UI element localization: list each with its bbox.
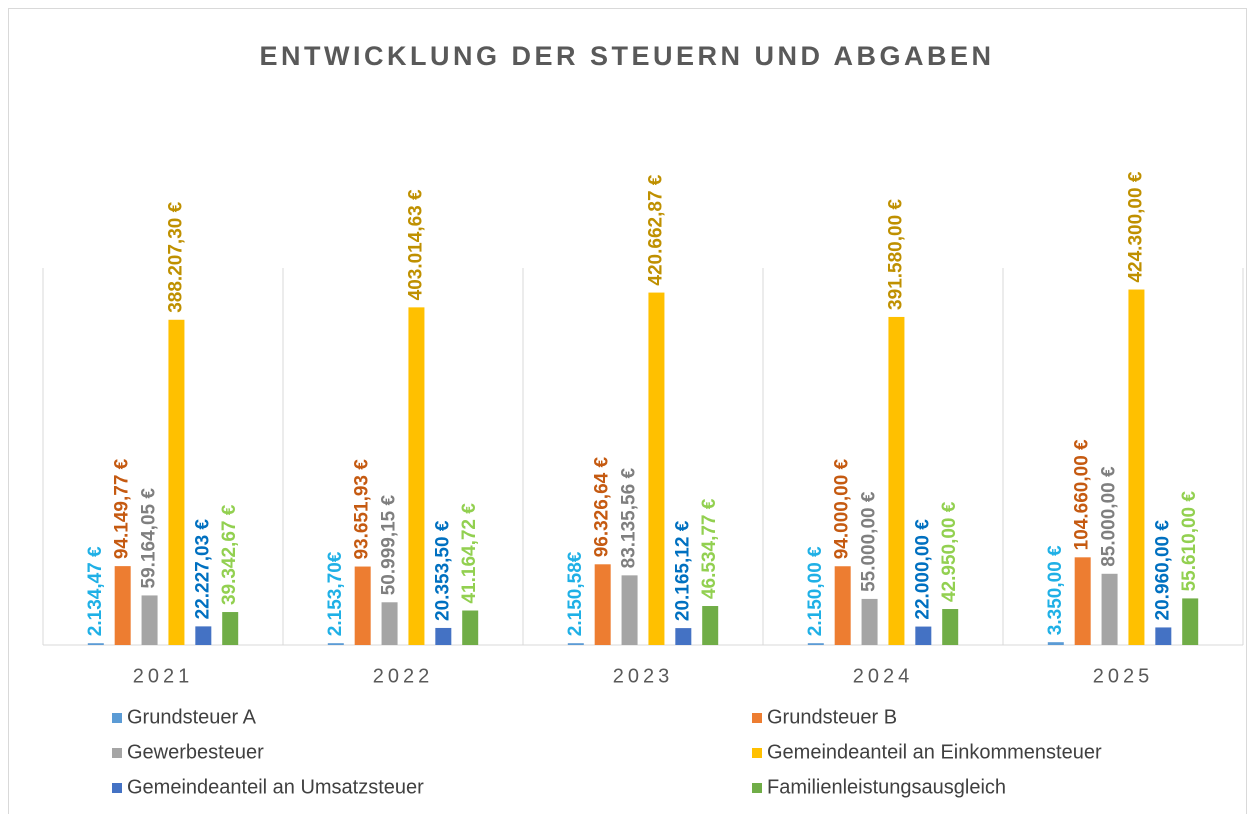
x-tick-label: 2023 bbox=[613, 665, 674, 687]
bar bbox=[1101, 573, 1118, 645]
bar bbox=[648, 292, 665, 645]
bar bbox=[462, 610, 479, 645]
bar bbox=[408, 307, 425, 645]
bar bbox=[1047, 642, 1064, 645]
legend-label: Grundsteuer A bbox=[127, 706, 257, 728]
x-tick-label: 2021 bbox=[133, 665, 194, 687]
data-label: 83.135,56 € bbox=[619, 468, 640, 569]
data-label: 46.534,77 € bbox=[699, 498, 720, 599]
bar bbox=[675, 628, 692, 645]
bar bbox=[915, 626, 932, 645]
data-label: 420.662,87 € bbox=[645, 174, 666, 285]
data-label: 85.000,00 € bbox=[1099, 466, 1120, 567]
legend-marker bbox=[112, 748, 122, 758]
chart-title: ENTWICKLUNG DER STEUERN UND ABGABEN bbox=[260, 41, 995, 71]
data-label: 22.227,03 € bbox=[192, 519, 213, 620]
data-label: 22.000,00 € bbox=[912, 519, 933, 620]
bar bbox=[807, 643, 824, 645]
x-tick-label: 2022 bbox=[373, 665, 434, 687]
data-label: 2.150,58€ bbox=[565, 551, 586, 636]
legend-label: Gemeindeanteil an Umsatzsteuer bbox=[127, 776, 424, 798]
legend-marker bbox=[752, 713, 762, 723]
legend-label: Gewerbesteuer bbox=[127, 741, 264, 763]
data-label: 2.153,70€ bbox=[325, 551, 346, 636]
data-label: 59.164,05 € bbox=[139, 488, 160, 589]
bar bbox=[435, 627, 452, 645]
data-label: 96.326,64 € bbox=[592, 456, 613, 557]
data-label: 94.149,77 € bbox=[112, 458, 133, 559]
bar bbox=[87, 643, 104, 645]
bar bbox=[621, 575, 638, 645]
bar bbox=[888, 316, 905, 645]
bar bbox=[567, 643, 584, 645]
bar bbox=[702, 606, 719, 645]
data-label: 104.660,00 € bbox=[1072, 439, 1093, 550]
bar bbox=[834, 566, 851, 645]
data-label: 20.165,12 € bbox=[672, 520, 693, 621]
bar bbox=[114, 566, 131, 645]
data-label: 42.950,00 € bbox=[939, 501, 960, 602]
data-label: 93.651,93 € bbox=[352, 459, 373, 560]
data-label: 20.353,50 € bbox=[432, 520, 453, 621]
data-label: 2.150,00 € bbox=[805, 546, 826, 636]
bar bbox=[1074, 557, 1091, 645]
bar bbox=[1128, 289, 1145, 645]
bar bbox=[594, 564, 611, 645]
data-label: 388.207,30 € bbox=[165, 201, 186, 312]
bar bbox=[942, 609, 959, 645]
data-label: 391.580,00 € bbox=[885, 199, 906, 310]
x-tick-label: 2024 bbox=[853, 665, 914, 687]
bar bbox=[222, 612, 239, 645]
bar bbox=[1182, 598, 1199, 645]
data-label: 39.342,67 € bbox=[219, 504, 240, 605]
bar bbox=[381, 602, 398, 645]
bar bbox=[195, 626, 212, 645]
bar bbox=[327, 643, 344, 645]
bar bbox=[354, 566, 371, 645]
legend-label: Familienleistungsausgleich bbox=[767, 776, 1006, 798]
x-tick-label: 2025 bbox=[1093, 665, 1154, 687]
legend-marker bbox=[112, 783, 122, 793]
legend-marker bbox=[752, 783, 762, 793]
data-label: 55.000,00 € bbox=[859, 491, 880, 592]
data-label: 41.164,72 € bbox=[459, 503, 480, 604]
bar bbox=[168, 319, 185, 645]
data-label: 424.300,00 € bbox=[1125, 171, 1146, 282]
data-label: 94.000,00 € bbox=[832, 458, 853, 559]
data-label: 403.014,63 € bbox=[405, 189, 426, 300]
data-label: 2.134,47 € bbox=[85, 546, 106, 636]
legend-label: Grundsteuer B bbox=[767, 706, 897, 728]
chart-border bbox=[8, 8, 1247, 814]
data-label: 55.610,00 € bbox=[1179, 491, 1200, 592]
bar bbox=[141, 595, 158, 645]
legend-marker bbox=[752, 748, 762, 758]
bar bbox=[1155, 627, 1172, 645]
data-label: 3.350,00 € bbox=[1045, 545, 1066, 635]
legend-label: Gemeindeanteil an Einkommensteuer bbox=[767, 741, 1102, 763]
data-label: 50.999,15 € bbox=[379, 494, 400, 595]
bar bbox=[861, 598, 878, 645]
legend-marker bbox=[112, 713, 122, 723]
data-label: 20.960,00 € bbox=[1152, 520, 1173, 621]
